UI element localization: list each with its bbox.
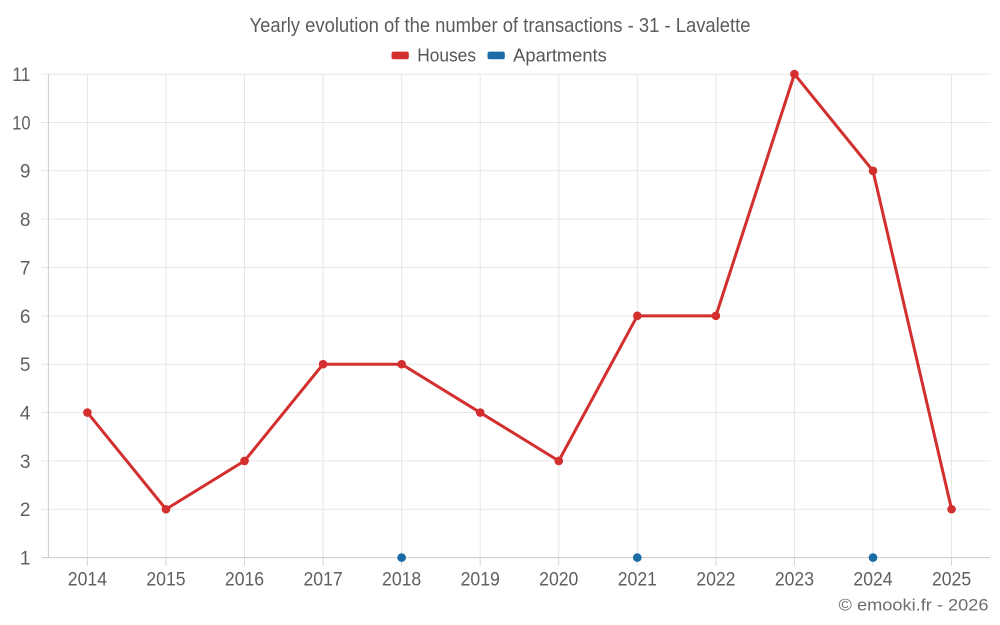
svg-text:© emooki.fr - 2026: © emooki.fr - 2026 bbox=[839, 596, 989, 615]
svg-text:2020: 2020 bbox=[539, 570, 578, 591]
svg-text:6: 6 bbox=[20, 307, 31, 328]
svg-text:2: 2 bbox=[20, 500, 31, 521]
svg-text:2024: 2024 bbox=[853, 570, 893, 591]
svg-text:9: 9 bbox=[20, 162, 31, 183]
svg-text:2023: 2023 bbox=[775, 570, 814, 591]
svg-text:2014: 2014 bbox=[68, 570, 108, 591]
svg-text:2022: 2022 bbox=[696, 570, 735, 591]
svg-text:7: 7 bbox=[20, 258, 31, 279]
svg-text:2015: 2015 bbox=[146, 570, 185, 591]
svg-text:5: 5 bbox=[20, 355, 31, 376]
svg-text:3: 3 bbox=[20, 452, 31, 473]
svg-text:2016: 2016 bbox=[225, 570, 264, 591]
svg-text:Apartments: Apartments bbox=[513, 46, 607, 66]
svg-text:Houses: Houses bbox=[417, 46, 476, 66]
svg-text:Yearly evolution of the number: Yearly evolution of the number of transa… bbox=[250, 15, 751, 37]
svg-text:8: 8 bbox=[20, 210, 31, 231]
svg-text:11: 11 bbox=[12, 65, 30, 86]
svg-text:2017: 2017 bbox=[303, 570, 342, 591]
svg-text:4: 4 bbox=[20, 403, 31, 424]
svg-text:10: 10 bbox=[12, 113, 30, 134]
svg-text:2021: 2021 bbox=[618, 570, 657, 591]
svg-text:2018: 2018 bbox=[382, 570, 421, 591]
svg-text:2025: 2025 bbox=[932, 570, 971, 591]
svg-text:2019: 2019 bbox=[461, 570, 500, 591]
svg-text:1: 1 bbox=[20, 549, 31, 570]
